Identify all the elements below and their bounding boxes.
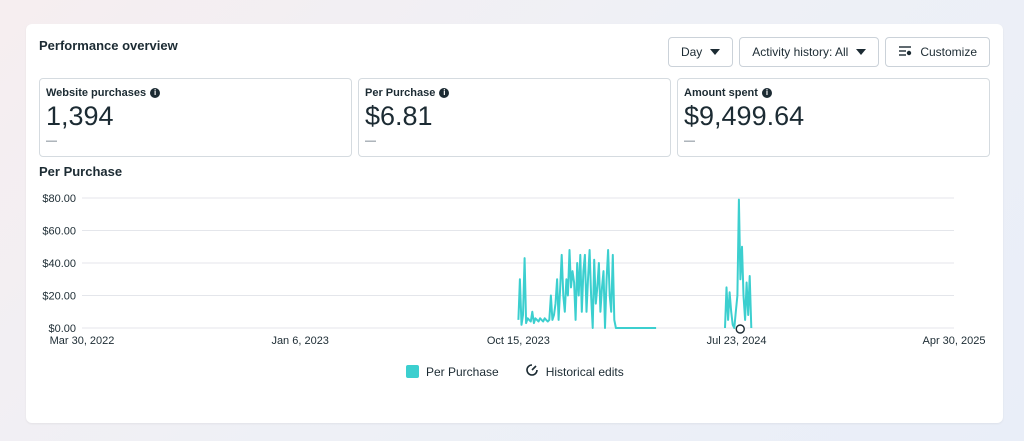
legend-item-historical-edits[interactable]: Historical edits — [525, 363, 624, 380]
toolbar: Day Activity history: All Customize — [667, 37, 990, 67]
y-tick-label: $20.00 — [42, 291, 76, 303]
metrics-row: Website purchases i 1,394 — Per Purchase… — [39, 78, 990, 157]
x-tick-label: Apr 30, 2025 — [923, 335, 986, 347]
metric-card-amount-spent[interactable]: Amount spent i $9,499.64 — — [677, 78, 990, 157]
y-tick-label: $60.00 — [42, 226, 76, 238]
metric-value: 1,394 — [46, 101, 114, 131]
customize-button[interactable]: Customize — [885, 37, 990, 67]
y-tick-label: $0.00 — [48, 323, 76, 335]
page-title: Performance overview — [39, 38, 178, 53]
customize-icon — [898, 45, 912, 60]
metric-label-row: Per Purchase i — [365, 87, 664, 99]
legend-item-per-purchase[interactable]: Per Purchase — [406, 363, 499, 380]
metric-value: $6.81 — [365, 101, 433, 131]
info-icon[interactable]: i — [761, 88, 772, 98]
legend-label: Per Purchase — [426, 364, 499, 379]
metric-value: $9,499.64 — [684, 101, 805, 131]
chart-legend: Per Purchase Historical edits — [406, 363, 624, 380]
caret-down-icon — [856, 49, 867, 55]
y-tick-label: $40.00 — [42, 258, 76, 270]
legend-swatch — [406, 365, 419, 378]
series-line — [517, 249, 657, 329]
metric-card-per-purchase[interactable]: Per Purchase i $6.81 — — [358, 78, 671, 157]
x-tick-label: Jul 23, 2024 — [707, 335, 767, 347]
x-tick-label: Mar 30, 2022 — [50, 335, 115, 347]
series-line — [724, 198, 753, 329]
day-dropdown[interactable]: Day — [667, 37, 734, 67]
metric-card-website-purchases[interactable]: Website purchases i 1,394 — — [39, 78, 352, 157]
info-icon[interactable]: i — [439, 88, 450, 98]
metric-label: Amount spent — [684, 87, 758, 99]
metric-label: Website purchases — [46, 87, 147, 99]
activity-history-label: Activity history: All — [752, 45, 849, 59]
per-purchase-chart: $0.00 $20.00 $40.00 $60.00 $80.00 Mar 30, 202… — [42, 193, 986, 347]
historical-edit-marker — [735, 324, 745, 334]
legend-label: Historical edits — [545, 364, 624, 379]
metric-delta: — — [365, 135, 376, 147]
metric-label: Per Purchase — [365, 87, 436, 99]
metric-delta: — — [684, 135, 695, 147]
customize-label: Customize — [920, 45, 977, 59]
day-dropdown-label: Day — [680, 45, 703, 59]
metric-label-row: Website purchases i — [46, 87, 345, 99]
caret-down-icon — [710, 49, 721, 55]
x-tick-label: Jan 6, 2023 — [271, 335, 329, 347]
historical-edits-icon — [525, 363, 539, 380]
performance-overview-card: Performance overview Day Activity histor… — [26, 24, 1003, 423]
info-icon[interactable]: i — [150, 88, 161, 98]
y-tick-label: $80.00 — [42, 193, 76, 205]
activity-history-dropdown[interactable]: Activity history: All — [739, 37, 880, 67]
metric-delta: — — [46, 135, 57, 147]
metric-label-row: Amount spent i — [684, 87, 983, 99]
chart-title: Per Purchase — [39, 164, 123, 179]
x-tick-label: Oct 15, 2023 — [487, 335, 550, 347]
